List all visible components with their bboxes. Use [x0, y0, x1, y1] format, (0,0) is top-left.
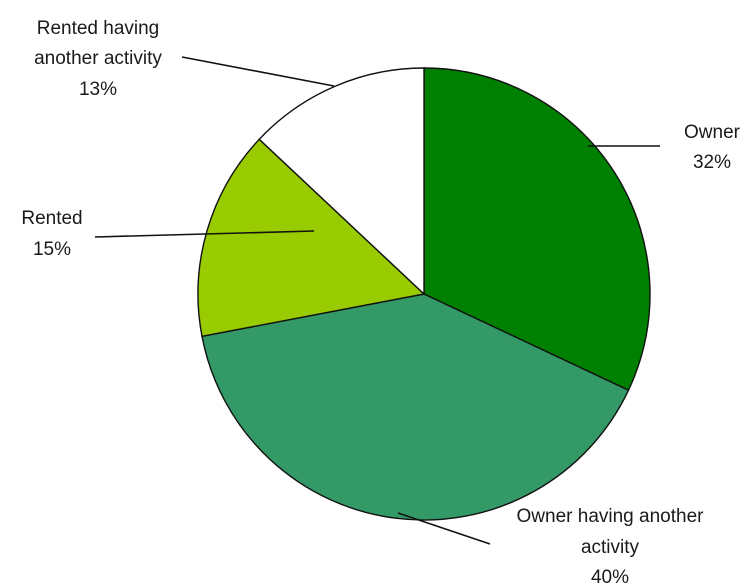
slice-name-owner-having-another-activity: activity	[581, 537, 640, 558]
leader-line-owner-having-another-activity	[397, 512, 491, 545]
slice-name-owner-having-another-activity: Owner having another	[517, 506, 705, 527]
labels-layer: Owner 32% Owner having another activity 40% R…	[21, 18, 740, 583]
slice-label-owner-having-another-activity: Owner having another activity 40%	[517, 506, 705, 583]
pie-slice-owner-having-another-activity	[201, 293, 630, 521]
slice-label-owner: Owner 32%	[684, 122, 741, 173]
slice-label-rented-having-another-activity: Rented having another activity 13%	[34, 18, 162, 100]
leader-line-rented	[94, 230, 315, 238]
slice-name-rented-having-another-activity: Rented having	[37, 18, 160, 39]
slice-percent-rented-having-another-activity: 13%	[79, 79, 117, 100]
slice-label-rented: Rented 15%	[21, 208, 82, 260]
leader-line-rented-having-another-activity	[181, 56, 335, 87]
slice-name-rented-having-another-activity: another activity	[34, 48, 162, 69]
slice-name-rented: Rented	[21, 208, 82, 229]
slice-percent-owner: 32%	[693, 152, 731, 173]
slice-percent-owner-having-another-activity: 40%	[591, 567, 629, 583]
leader-lines-layer	[94, 56, 660, 545]
pie-slice-rented	[197, 138, 426, 338]
slices-layer	[197, 67, 651, 521]
pie-slice-owner	[423, 67, 651, 392]
pie-slice-rented-having-another-activity	[258, 67, 425, 296]
slice-name-owner: Owner	[684, 122, 741, 143]
slice-percent-rented: 15%	[33, 239, 71, 260]
